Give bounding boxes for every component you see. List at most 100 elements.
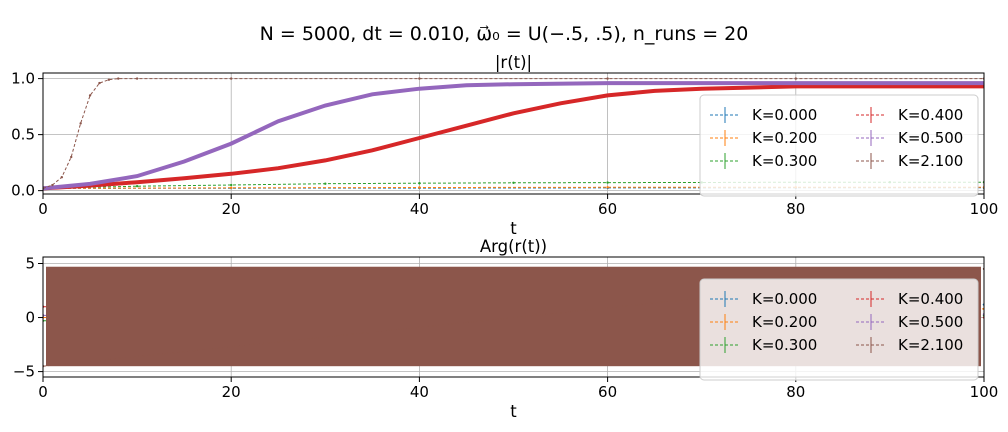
data-point [88, 94, 92, 97]
data-point [606, 81, 609, 85]
data-point [418, 136, 421, 140]
x-tick-label: 20 [222, 200, 241, 218]
x-axis-label: t [510, 402, 517, 421]
x-tick-label: 100 [970, 200, 999, 218]
data-point [418, 77, 421, 80]
data-point [606, 181, 609, 184]
x-tick-label: 80 [786, 200, 805, 218]
y-tick-label: −5 [13, 363, 35, 381]
legend-entry: K=2.100 [898, 336, 963, 354]
data-point [606, 94, 609, 97]
data-point [418, 87, 421, 90]
legend-entry: K=2.100 [898, 152, 963, 170]
axes-title: Arg(r(t)) [480, 237, 547, 256]
data-point [79, 122, 82, 125]
data-point [794, 85, 797, 88]
x-tick-label: 40 [410, 383, 429, 401]
y-tick-label: 1.0 [11, 70, 35, 88]
data-point [512, 181, 515, 184]
data-point [418, 186, 421, 189]
data-point [653, 89, 656, 93]
data-point [465, 84, 468, 87]
legend-entry: K=0.200 [752, 313, 817, 331]
data-point [512, 83, 515, 86]
x-tick-label: 0 [38, 383, 48, 401]
y-tick-label: 0.0 [11, 182, 35, 200]
legend-entry: K=0.400 [898, 106, 963, 124]
legend-entry: K=0.500 [898, 129, 963, 147]
data-point [841, 85, 845, 88]
data-point [559, 102, 562, 105]
data-point [135, 77, 139, 80]
data-point [888, 81, 892, 85]
data-point [277, 167, 280, 170]
data-point [51, 183, 54, 187]
legend-box [699, 278, 979, 381]
x-axis-label: t [510, 219, 517, 238]
data-point [465, 124, 468, 127]
panel-argument: 0 20 40 60 80 100−505Arg(r(t))tK=0.000K=0.200… [13, 237, 998, 421]
data-point [700, 87, 703, 90]
data-point [88, 182, 92, 186]
data-point [182, 160, 186, 163]
data-point [70, 155, 73, 159]
x-tick-label: 20 [222, 383, 241, 401]
data-point [230, 172, 233, 176]
x-tick-label: 80 [786, 383, 805, 401]
series-line-K=0.200 [43, 186, 984, 189]
data-point [60, 175, 64, 179]
data-point [700, 81, 703, 85]
data-point [230, 77, 233, 80]
data-point [371, 149, 374, 152]
figure-suptitle: N = 5000, dt = 0.010, ω⃗₀ = U(−.5, .5), … [260, 23, 749, 45]
series-line-K=2.100 [43, 78, 984, 189]
data-point [512, 112, 515, 115]
x-tick-label: 100 [970, 383, 999, 401]
x-tick-label: 0 [38, 200, 48, 218]
series-group [43, 77, 984, 191]
data-point [794, 81, 797, 85]
data-point [888, 85, 892, 88]
x-tick-label: 60 [598, 383, 617, 401]
y-tick-label: 0.5 [11, 126, 35, 144]
data-point [135, 181, 139, 184]
y-tick-label: 0 [25, 309, 35, 327]
data-point [135, 174, 139, 178]
data-point [230, 142, 233, 145]
legend: K=0.000 K=0.200 K=0.300 K=0.400 K=0.500 K=2.1… [699, 278, 979, 381]
legend-box [699, 94, 979, 197]
legend-entry: K=0.400 [898, 290, 963, 308]
legend-entry: K=0.500 [898, 313, 963, 331]
data-point [418, 182, 421, 185]
data-point [182, 177, 186, 180]
data-point [371, 93, 374, 96]
data-point [606, 186, 609, 189]
axes-title: |r(t)| [495, 53, 532, 72]
x-tick-label: 40 [410, 200, 429, 218]
data-point [230, 183, 233, 187]
legend: K=0.000 K=0.200 K=0.300 K=0.400 K=0.500 K=2.1… [699, 94, 979, 197]
data-point [324, 159, 327, 162]
data-point [324, 104, 327, 107]
data-point [324, 182, 327, 185]
data-point [747, 86, 750, 89]
series-line-K=0.500 [43, 81, 984, 191]
data-point [794, 77, 797, 80]
legend-entry: K=0.000 [752, 106, 817, 124]
y-tick-label: 5 [25, 254, 35, 272]
data-point [606, 77, 609, 80]
legend-entry: K=0.000 [752, 290, 817, 308]
axes-frame [42, 72, 985, 195]
data-point [117, 77, 120, 80]
legend-entry: K=0.300 [752, 336, 817, 354]
data-point [135, 184, 139, 188]
data-point [98, 81, 101, 85]
axes-frame [42, 256, 985, 378]
data-point [107, 78, 111, 81]
legend-entry: K=0.300 [752, 152, 817, 170]
panel-magnitude: 0 20 40 60 80 100 0.0 0.5 1.0 |r(t)| t K=0.000 K=0.2… [11, 53, 998, 238]
data-point [935, 85, 939, 88]
x-tick-label: 60 [598, 200, 617, 218]
data-point [230, 186, 233, 190]
